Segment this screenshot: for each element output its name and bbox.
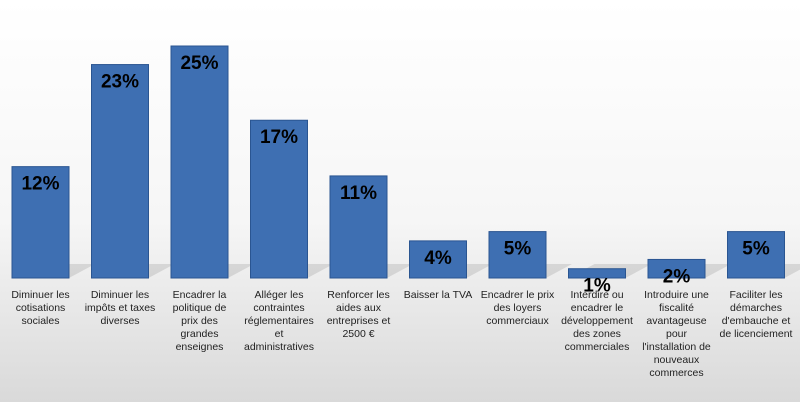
category-label-line: impôts et taxes bbox=[85, 302, 156, 314]
category-label-line: des loyers bbox=[494, 302, 542, 314]
bar bbox=[409, 240, 467, 279]
category-label-line: 2500 € bbox=[342, 328, 374, 340]
value-label: 1% bbox=[583, 276, 611, 297]
category-label: Encadrer le prix des loyers commerciaux bbox=[481, 289, 555, 327]
category-label-line: fiscalité bbox=[659, 302, 694, 314]
value-label: 5% bbox=[504, 239, 532, 260]
bar bbox=[250, 119, 308, 279]
category-label-line: administratives bbox=[244, 341, 314, 353]
category-label-line: Interdire ou bbox=[570, 289, 623, 301]
category-label-line: aides aux bbox=[336, 302, 382, 314]
category-label-line: prix des bbox=[181, 315, 218, 327]
value-label: 5% bbox=[742, 239, 770, 260]
category-label-line: Diminuer les bbox=[11, 289, 69, 301]
category-label-line: Encadrer la bbox=[173, 289, 227, 301]
category-label: Diminuer les impôts et taxes diverses bbox=[85, 289, 156, 327]
category-label-line: enseignes bbox=[176, 341, 224, 353]
category-label: Interdire ou encadrer le développement des … bbox=[561, 289, 633, 353]
category-label-line: politique de bbox=[173, 302, 227, 314]
category-label-line: commerciales bbox=[565, 341, 630, 353]
category-label-line: cotisations bbox=[16, 302, 66, 314]
value-label: 4% bbox=[424, 248, 452, 269]
category-label-line: sociales bbox=[22, 315, 60, 327]
category-label-line: et bbox=[275, 328, 284, 340]
category-label-line: réglementaires bbox=[244, 315, 313, 327]
category-label-line: des zones bbox=[573, 328, 621, 340]
bar bbox=[170, 45, 229, 279]
category-label-line: Introduire une bbox=[644, 289, 709, 301]
bars bbox=[11, 45, 785, 279]
category-label-line: entreprises et bbox=[327, 315, 391, 327]
category-label-line: l'installation de bbox=[642, 341, 711, 353]
category-label-line: Renforcer les bbox=[327, 289, 389, 301]
category-label-line: pour bbox=[666, 328, 688, 340]
category-label-line: grandes bbox=[181, 328, 219, 340]
category-label: Alléger les contraintes réglementaires et ad… bbox=[244, 289, 314, 353]
value-label: 11% bbox=[340, 183, 377, 204]
category-label: Renforcer les aides aux entreprises et 2500… bbox=[327, 289, 391, 340]
category-label-line: encadrer le bbox=[571, 302, 624, 314]
bar bbox=[727, 231, 785, 279]
category-label-line: Faciliter les bbox=[729, 289, 782, 301]
bar bbox=[647, 258, 706, 279]
bar bbox=[329, 175, 388, 279]
value-label: 2% bbox=[663, 266, 691, 287]
category-label-line: diverses bbox=[100, 315, 139, 327]
category-label-line: contraintes bbox=[253, 302, 304, 314]
bar bbox=[11, 166, 70, 279]
value-label: 12% bbox=[21, 174, 59, 195]
category-label: Introduire une fiscalité avantageuse pour l'… bbox=[642, 289, 711, 379]
bar bbox=[568, 268, 626, 279]
category-label-line: démarches bbox=[730, 302, 782, 314]
category-label-line: Baisser la TVA bbox=[404, 289, 472, 301]
value-label: 23% bbox=[101, 72, 139, 93]
value-label: 17% bbox=[260, 127, 298, 148]
category-label: Faciliter les démarches d'embauche et de li… bbox=[720, 289, 793, 340]
value-labels: 12% 23% 25% 17% 11% 4% 5% 1% 2% 5% bbox=[21, 53, 769, 297]
bar bbox=[91, 64, 149, 279]
category-label-line: Diminuer les bbox=[91, 289, 149, 301]
category-label: Diminuer les cotisations sociales bbox=[11, 289, 69, 327]
value-label: 25% bbox=[180, 53, 218, 74]
category-label-line: de licenciement bbox=[720, 328, 793, 340]
category-label-line: commerciaux bbox=[486, 315, 549, 327]
category-label-line: Encadrer le prix bbox=[481, 289, 555, 301]
category-label-line: développement bbox=[561, 315, 633, 327]
category-label: Baisser la TVA bbox=[404, 289, 472, 301]
bar bbox=[488, 231, 547, 279]
category-label-line: avantageuse bbox=[646, 315, 706, 327]
category-label: Encadrer la politique de prix des grandes en… bbox=[173, 289, 227, 353]
category-label-line: nouveaux bbox=[654, 354, 700, 366]
category-label-line: commerces bbox=[649, 367, 703, 379]
category-label-line: d'embauche et bbox=[722, 315, 791, 327]
category-labels: Diminuer les cotisations socialesDiminuer … bbox=[11, 289, 792, 379]
category-label-line: Alléger les bbox=[254, 289, 303, 301]
